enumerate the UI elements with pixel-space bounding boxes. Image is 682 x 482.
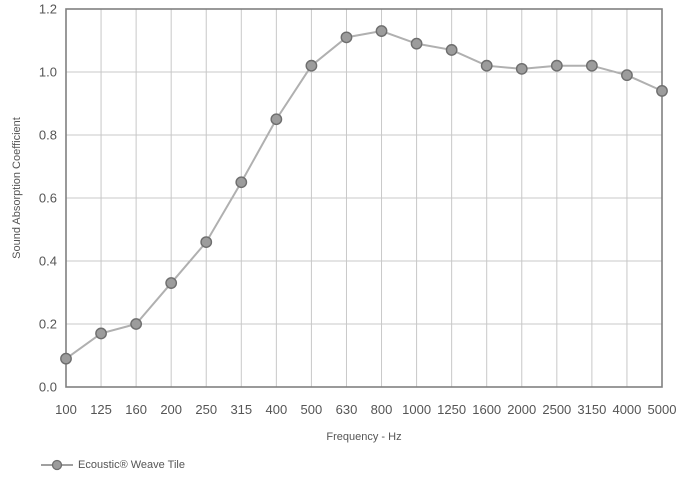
data-point	[621, 69, 633, 82]
y-tick-label: 0.6	[39, 191, 57, 206]
x-tick-label: 400	[266, 402, 288, 417]
x-tick-label: 100	[55, 402, 77, 417]
data-point	[550, 59, 563, 72]
x-axis-title: Frequency - Hz	[326, 431, 401, 443]
data-point	[305, 59, 318, 72]
data-point	[445, 44, 458, 56]
data-point	[375, 25, 388, 37]
data-point	[585, 59, 598, 72]
data-point	[656, 85, 668, 97]
x-axis-ticks: 100 125 160 200 250 315 400 500 630 800 1000 1250 16…	[55, 402, 676, 417]
x-tick-label: 5000	[648, 402, 677, 417]
data-point	[270, 113, 283, 126]
x-tick-label: 315	[230, 402, 252, 417]
legend-label: Ecoustic® Weave Tile	[78, 459, 185, 471]
data-point	[165, 277, 178, 289]
data-point	[480, 59, 493, 72]
y-tick-label: 0.2	[39, 317, 57, 332]
y-tick-label: 0.0	[39, 380, 57, 395]
data-point	[515, 62, 528, 75]
x-tick-label: 1000	[402, 402, 431, 417]
data-point	[130, 318, 143, 330]
x-tick-label: 800	[371, 402, 393, 417]
plot-frame	[65, 8, 663, 388]
y-tick-label: 1.0	[39, 65, 57, 80]
y-tick-label: 0.8	[39, 128, 57, 143]
data-point	[200, 236, 213, 249]
data-point	[60, 352, 72, 365]
y-axis-ticks: 0.0 0.2 0.4 0.6 0.8 1.0 1.2	[39, 2, 57, 395]
x-tick-label: 1250	[437, 402, 466, 417]
x-tick-label: 4000	[612, 402, 641, 417]
x-tick-label: 1600	[472, 402, 501, 417]
x-tick-label: 160	[125, 402, 147, 417]
series-layer	[60, 25, 668, 365]
y-tick-label: 1.2	[39, 2, 57, 17]
data-point	[235, 176, 248, 189]
series-line	[65, 30, 663, 360]
x-tick-label: 250	[195, 402, 217, 417]
data-point	[410, 37, 423, 50]
data-point	[340, 31, 353, 44]
x-tick-label: 200	[160, 402, 182, 417]
x-tick-label: 125	[90, 402, 112, 417]
legend-line-marker-icon	[41, 459, 73, 471]
data-point	[95, 327, 107, 340]
x-tick-label: 3150	[577, 402, 606, 417]
x-tick-label: 630	[336, 402, 358, 417]
x-tick-label: 2000	[507, 402, 536, 417]
legend: Ecoustic® Weave Tile	[40, 458, 185, 472]
x-tick-label: 2500	[542, 402, 571, 417]
y-tick-label: 0.4	[39, 254, 57, 269]
y-axis-title: Sound Absorption Coefficient	[11, 117, 23, 259]
x-tick-label: 500	[301, 402, 323, 417]
